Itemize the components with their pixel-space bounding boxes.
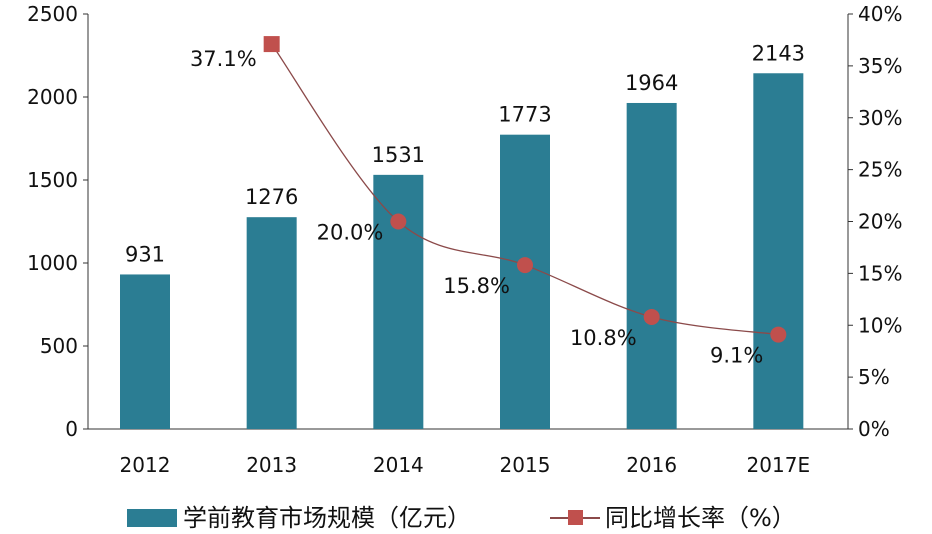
right-tick-label: 35%	[858, 54, 902, 78]
left-tick-label: 500	[40, 334, 78, 358]
x-tick-label: 2012	[120, 453, 171, 477]
line-marker	[263, 36, 280, 53]
x-tick-label: 2014	[373, 453, 424, 477]
line-value-label: 9.1%	[710, 344, 763, 368]
bar-value-label: 1773	[498, 103, 551, 127]
line-marker	[770, 326, 787, 343]
right-tick-label: 10%	[858, 313, 902, 337]
right-tick-label: 30%	[858, 106, 902, 130]
left-tick-label: 1500	[27, 168, 78, 192]
bar-value-label: 1276	[245, 185, 298, 209]
left-tick-label: 1000	[27, 251, 78, 275]
left-tick-label: 2500	[27, 2, 78, 26]
line-value-label: 37.1%	[190, 47, 257, 71]
legend-line-marker	[568, 510, 583, 525]
left-tick-label: 2000	[27, 85, 78, 109]
line-value-label: 20.0%	[317, 221, 384, 245]
right-tick-label: 5%	[858, 365, 890, 389]
growth-line-path	[271, 43, 779, 336]
axes: 0 500 1000 1500 2000 2500 0% 5% 10% 15% 20% 25% 30% 3…	[27, 2, 902, 477]
right-tick-label: 40%	[858, 2, 902, 26]
line-marker	[517, 257, 533, 274]
legend-line-label: 同比增长率（%）	[605, 504, 796, 532]
x-tick-label: 2017E	[747, 453, 811, 477]
bars	[120, 73, 804, 430]
legend: 学前教育市场规模（亿元） 同比增长率（%）	[127, 504, 796, 532]
right-tick-label: 25%	[858, 158, 902, 182]
bar	[753, 73, 804, 430]
bar	[120, 274, 170, 429]
bar	[500, 134, 550, 429]
line-value-label: 10.8%	[570, 326, 637, 350]
right-tick-label: 20%	[858, 210, 902, 234]
line-value-label: 15.8%	[443, 274, 510, 298]
x-tick-label: 2013	[246, 453, 297, 477]
bar-value-label: 2143	[752, 41, 805, 65]
legend-bar-swatch	[127, 509, 177, 527]
line-marker	[643, 308, 660, 325]
right-tick-label: 0%	[858, 417, 890, 441]
x-tick-label: 2015	[500, 453, 551, 477]
data-labels: 931 1276 1531 1773 1964 2143 37.1% 20.0% 15.8% 10…	[125, 41, 805, 367]
bar-value-label: 1964	[625, 71, 678, 95]
left-tick-label: 0	[65, 417, 78, 441]
bar-value-label: 931	[125, 242, 165, 266]
growth-line	[263, 36, 787, 343]
bar	[373, 174, 424, 429]
bar	[246, 217, 297, 429]
right-tick-label: 15%	[858, 261, 902, 285]
bar-value-label: 1531	[372, 143, 425, 167]
bar	[626, 102, 677, 429]
x-tick-label: 2016	[626, 453, 677, 477]
legend-bar-label: 学前教育市场规模（亿元）	[183, 504, 471, 532]
line-marker	[390, 213, 407, 230]
